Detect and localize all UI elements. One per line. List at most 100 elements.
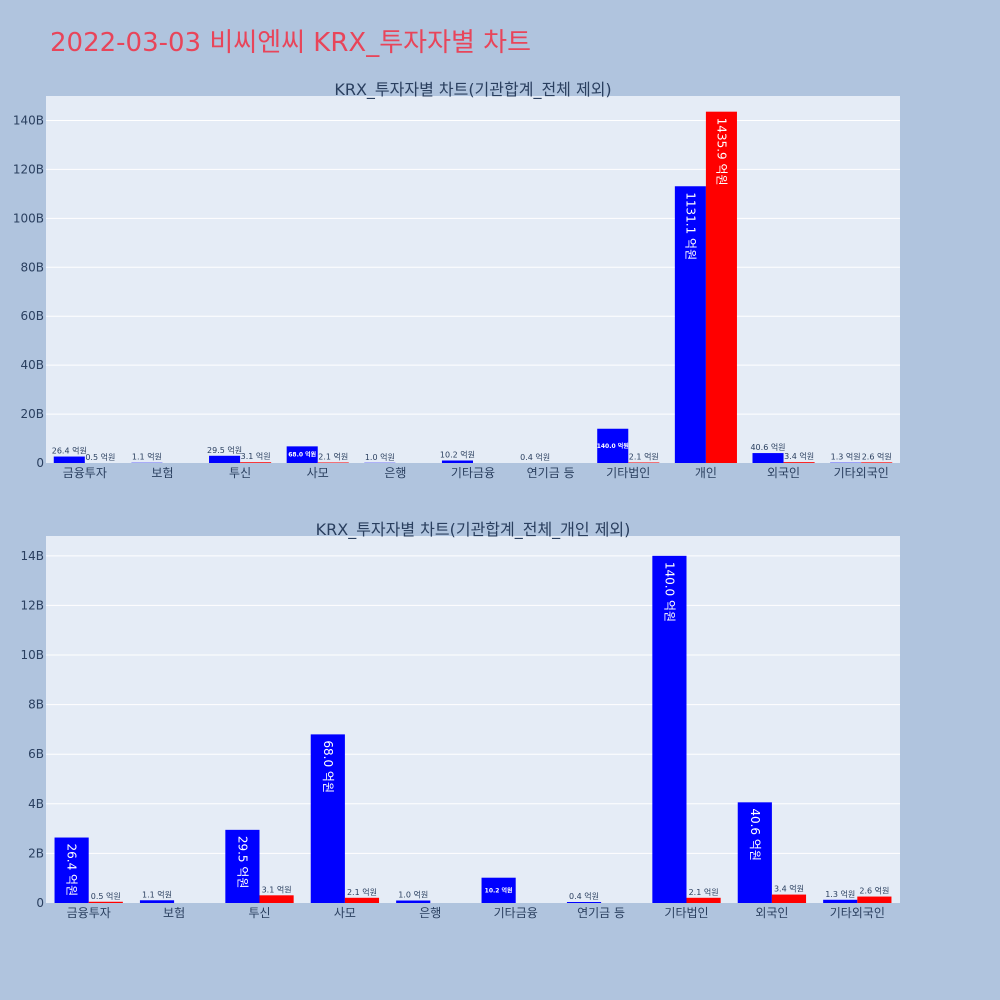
bar xyxy=(686,897,721,903)
bar xyxy=(259,895,294,903)
x-tick-label: 은행 xyxy=(419,905,441,920)
x-tick-label: 연기금 등 xyxy=(577,906,625,920)
bar xyxy=(88,901,123,903)
bar xyxy=(441,460,473,463)
bar xyxy=(396,900,431,903)
data-label: 1.0 억원 xyxy=(365,452,395,462)
plot-area xyxy=(46,536,900,903)
bar xyxy=(566,902,602,903)
data-label: 3.4 억원 xyxy=(784,451,814,461)
y-tick-label: 8B xyxy=(28,698,44,712)
data-label: 0.5 억원 xyxy=(91,891,121,901)
data-label: 1.0 억원 xyxy=(398,890,428,900)
bar xyxy=(857,896,892,903)
x-tick-label: 사모 xyxy=(334,906,356,920)
x-tick-label: 기타법인 xyxy=(606,466,650,480)
x-tick-label: 연기금 등 xyxy=(527,466,575,480)
data-label: 68.0 억원 xyxy=(321,740,335,793)
bar xyxy=(240,462,272,463)
bar xyxy=(705,111,737,463)
bar xyxy=(286,446,318,463)
x-tick-label: 보험 xyxy=(151,466,173,480)
data-label: 0.4 억원 xyxy=(520,452,550,462)
y-tick-label: 80B xyxy=(20,260,44,274)
data-label: 1.3 억원 xyxy=(831,452,861,462)
data-label: 3.1 억원 xyxy=(241,451,271,461)
bar xyxy=(53,456,85,463)
data-label: 10.2 억원 xyxy=(485,886,513,894)
x-tick-label: 기타금융 xyxy=(451,466,495,480)
data-label: 1.1 억원 xyxy=(142,889,172,899)
data-label: 2.1 억원 xyxy=(347,887,377,897)
y-tick-label: 6B xyxy=(28,747,44,761)
data-label: 3.4 억원 xyxy=(774,884,804,894)
bar xyxy=(823,899,858,903)
bar xyxy=(54,837,89,903)
chart-title: KRX_투자자별 차트(기관합계_전체 제외) xyxy=(334,80,611,100)
x-tick-label: 외국인 xyxy=(767,466,800,480)
bar xyxy=(771,894,807,903)
x-tick-label: 기타금융 xyxy=(494,906,538,920)
x-tick-label: 금융투자 xyxy=(67,906,111,920)
data-label: 1.3 억원 xyxy=(825,889,855,899)
bar xyxy=(481,877,516,903)
data-label: 0.4 억원 xyxy=(569,891,599,901)
data-label: 29.5 억원 xyxy=(207,445,242,455)
y-tick-label: 100B xyxy=(13,211,44,225)
y-tick-label: 0 xyxy=(36,456,44,470)
data-label: 2.1 억원 xyxy=(629,451,659,461)
bar xyxy=(652,555,687,903)
y-tick-label: 20B xyxy=(20,407,44,421)
data-label: 1131.1 억원 xyxy=(683,192,697,260)
x-tick-label: 사모 xyxy=(307,466,329,480)
y-tick-label: 140B xyxy=(13,113,44,127)
y-tick-label: 0 xyxy=(36,896,44,910)
x-tick-label: 개인 xyxy=(695,466,717,480)
bar xyxy=(752,453,784,463)
data-label: 40.6 억원 xyxy=(750,442,785,452)
data-label: 3.1 억원 xyxy=(262,884,292,894)
page-title: 2022-03-03 비씨엔씨 KRX_투자자별 차트 xyxy=(50,28,532,58)
data-label: 68.0 억원 xyxy=(288,451,316,459)
y-tick-label: 4B xyxy=(28,797,44,811)
bottom-bar-chart: 0 2B 4B 6B 8B 10B 12B 14B KRX_투자자별 차트(기관합계_전체_개인… xyxy=(20,520,900,920)
plot-area xyxy=(46,96,900,463)
x-tick-label: 투신 xyxy=(229,466,251,480)
bar xyxy=(139,900,175,903)
x-tick-label: 기타외국인 xyxy=(834,466,889,480)
data-label: 2.1 억원 xyxy=(318,451,348,461)
data-label: 1.1 억원 xyxy=(132,452,162,462)
data-label: 140.0 억원 xyxy=(597,442,629,450)
data-label: 29.5 억원 xyxy=(235,836,249,889)
data-label: 2.6 억원 xyxy=(859,886,889,896)
x-tick-label: 은행 xyxy=(384,465,406,480)
bar xyxy=(317,462,349,463)
data-label: 26.4 억원 xyxy=(52,446,87,456)
data-label: 10.2 억원 xyxy=(440,450,475,460)
bar xyxy=(597,428,629,463)
y-tick-label: 2B xyxy=(28,846,44,860)
x-tick-label: 보험 xyxy=(163,906,185,920)
y-tick-label: 120B xyxy=(13,162,44,176)
bar xyxy=(783,462,815,463)
x-tick-label: 기타법인 xyxy=(664,906,708,920)
bar xyxy=(628,462,660,463)
data-label: 26.4 억원 xyxy=(65,844,79,897)
y-tick-label: 14B xyxy=(20,549,44,563)
data-label: 140.0 억원 xyxy=(662,562,676,622)
bar xyxy=(737,802,772,903)
data-label: 2.1 억원 xyxy=(689,887,719,897)
data-label: 2.6 억원 xyxy=(862,451,892,461)
y-tick-label: 40B xyxy=(20,358,44,372)
bar xyxy=(310,734,345,903)
y-tick-label: 12B xyxy=(20,598,44,612)
bar xyxy=(674,186,706,463)
x-tick-label: 금융투자 xyxy=(63,466,107,480)
bar xyxy=(861,462,893,463)
top-bar-chart: 0 20B 40B 60B 80B 100B 120B 140B KRX_투자자별 차트(기관합… xyxy=(13,80,900,480)
data-label: 40.6 억원 xyxy=(748,808,762,861)
data-label: 0.5 억원 xyxy=(85,452,115,462)
x-tick-label: 외국인 xyxy=(755,906,788,920)
bar xyxy=(225,829,260,903)
y-tick-label: 10B xyxy=(20,648,44,662)
